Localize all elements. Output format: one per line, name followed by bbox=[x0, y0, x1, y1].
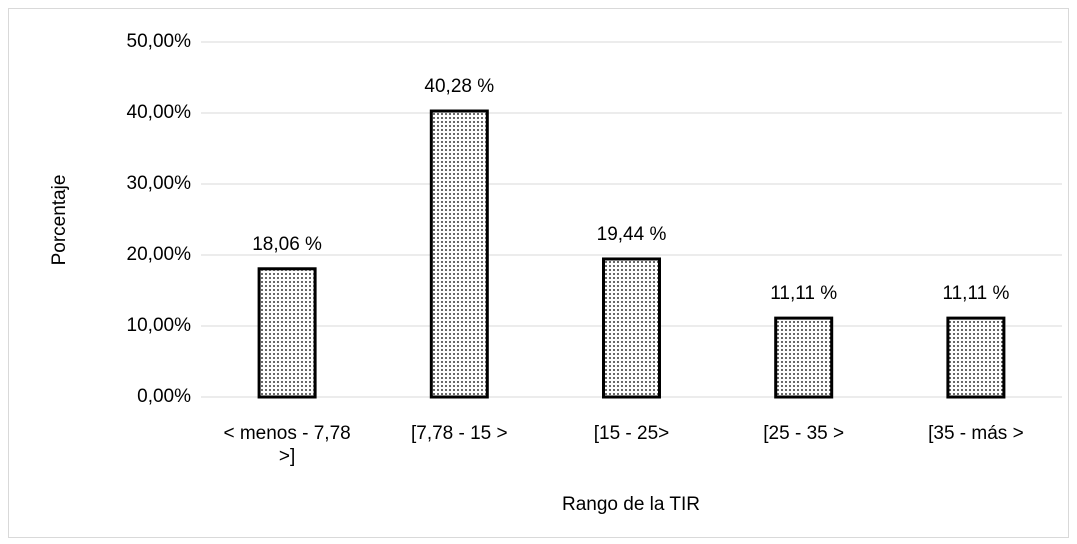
data-label: 40,28 % bbox=[424, 76, 494, 97]
y-axis-title: Porcentaje bbox=[49, 175, 70, 266]
bar bbox=[946, 316, 1006, 399]
data-label: 11,11 % bbox=[942, 283, 1009, 304]
x-tick-label: < menos - 7,78 >] bbox=[223, 423, 351, 467]
x-tick-label: [7,78 - 15 > bbox=[410, 423, 508, 444]
y-tick-label: 40,00% bbox=[127, 102, 192, 123]
x-axis-title: Rango de la TIR bbox=[562, 494, 700, 515]
data-label: 18,06 % bbox=[252, 234, 322, 255]
y-tick-label: 30,00% bbox=[127, 173, 192, 194]
data-label: 11,11 % bbox=[770, 283, 837, 304]
bar bbox=[257, 267, 317, 399]
x-tick-label: [35 - más > bbox=[928, 423, 1024, 444]
chart-border bbox=[8, 8, 1069, 538]
bar bbox=[429, 109, 489, 399]
x-tick-label: [15 - 25> bbox=[593, 423, 670, 444]
y-tick-label: 0,00% bbox=[137, 386, 191, 407]
data-label: 19,44 % bbox=[597, 224, 667, 245]
bar bbox=[774, 316, 834, 399]
y-tick-label: 50,00% bbox=[127, 31, 192, 52]
y-tick-label: 10,00% bbox=[127, 315, 192, 336]
y-tick-label: 20,00% bbox=[127, 244, 192, 265]
x-tick-label: [25 - 35 > bbox=[763, 423, 845, 444]
bar bbox=[602, 257, 661, 399]
